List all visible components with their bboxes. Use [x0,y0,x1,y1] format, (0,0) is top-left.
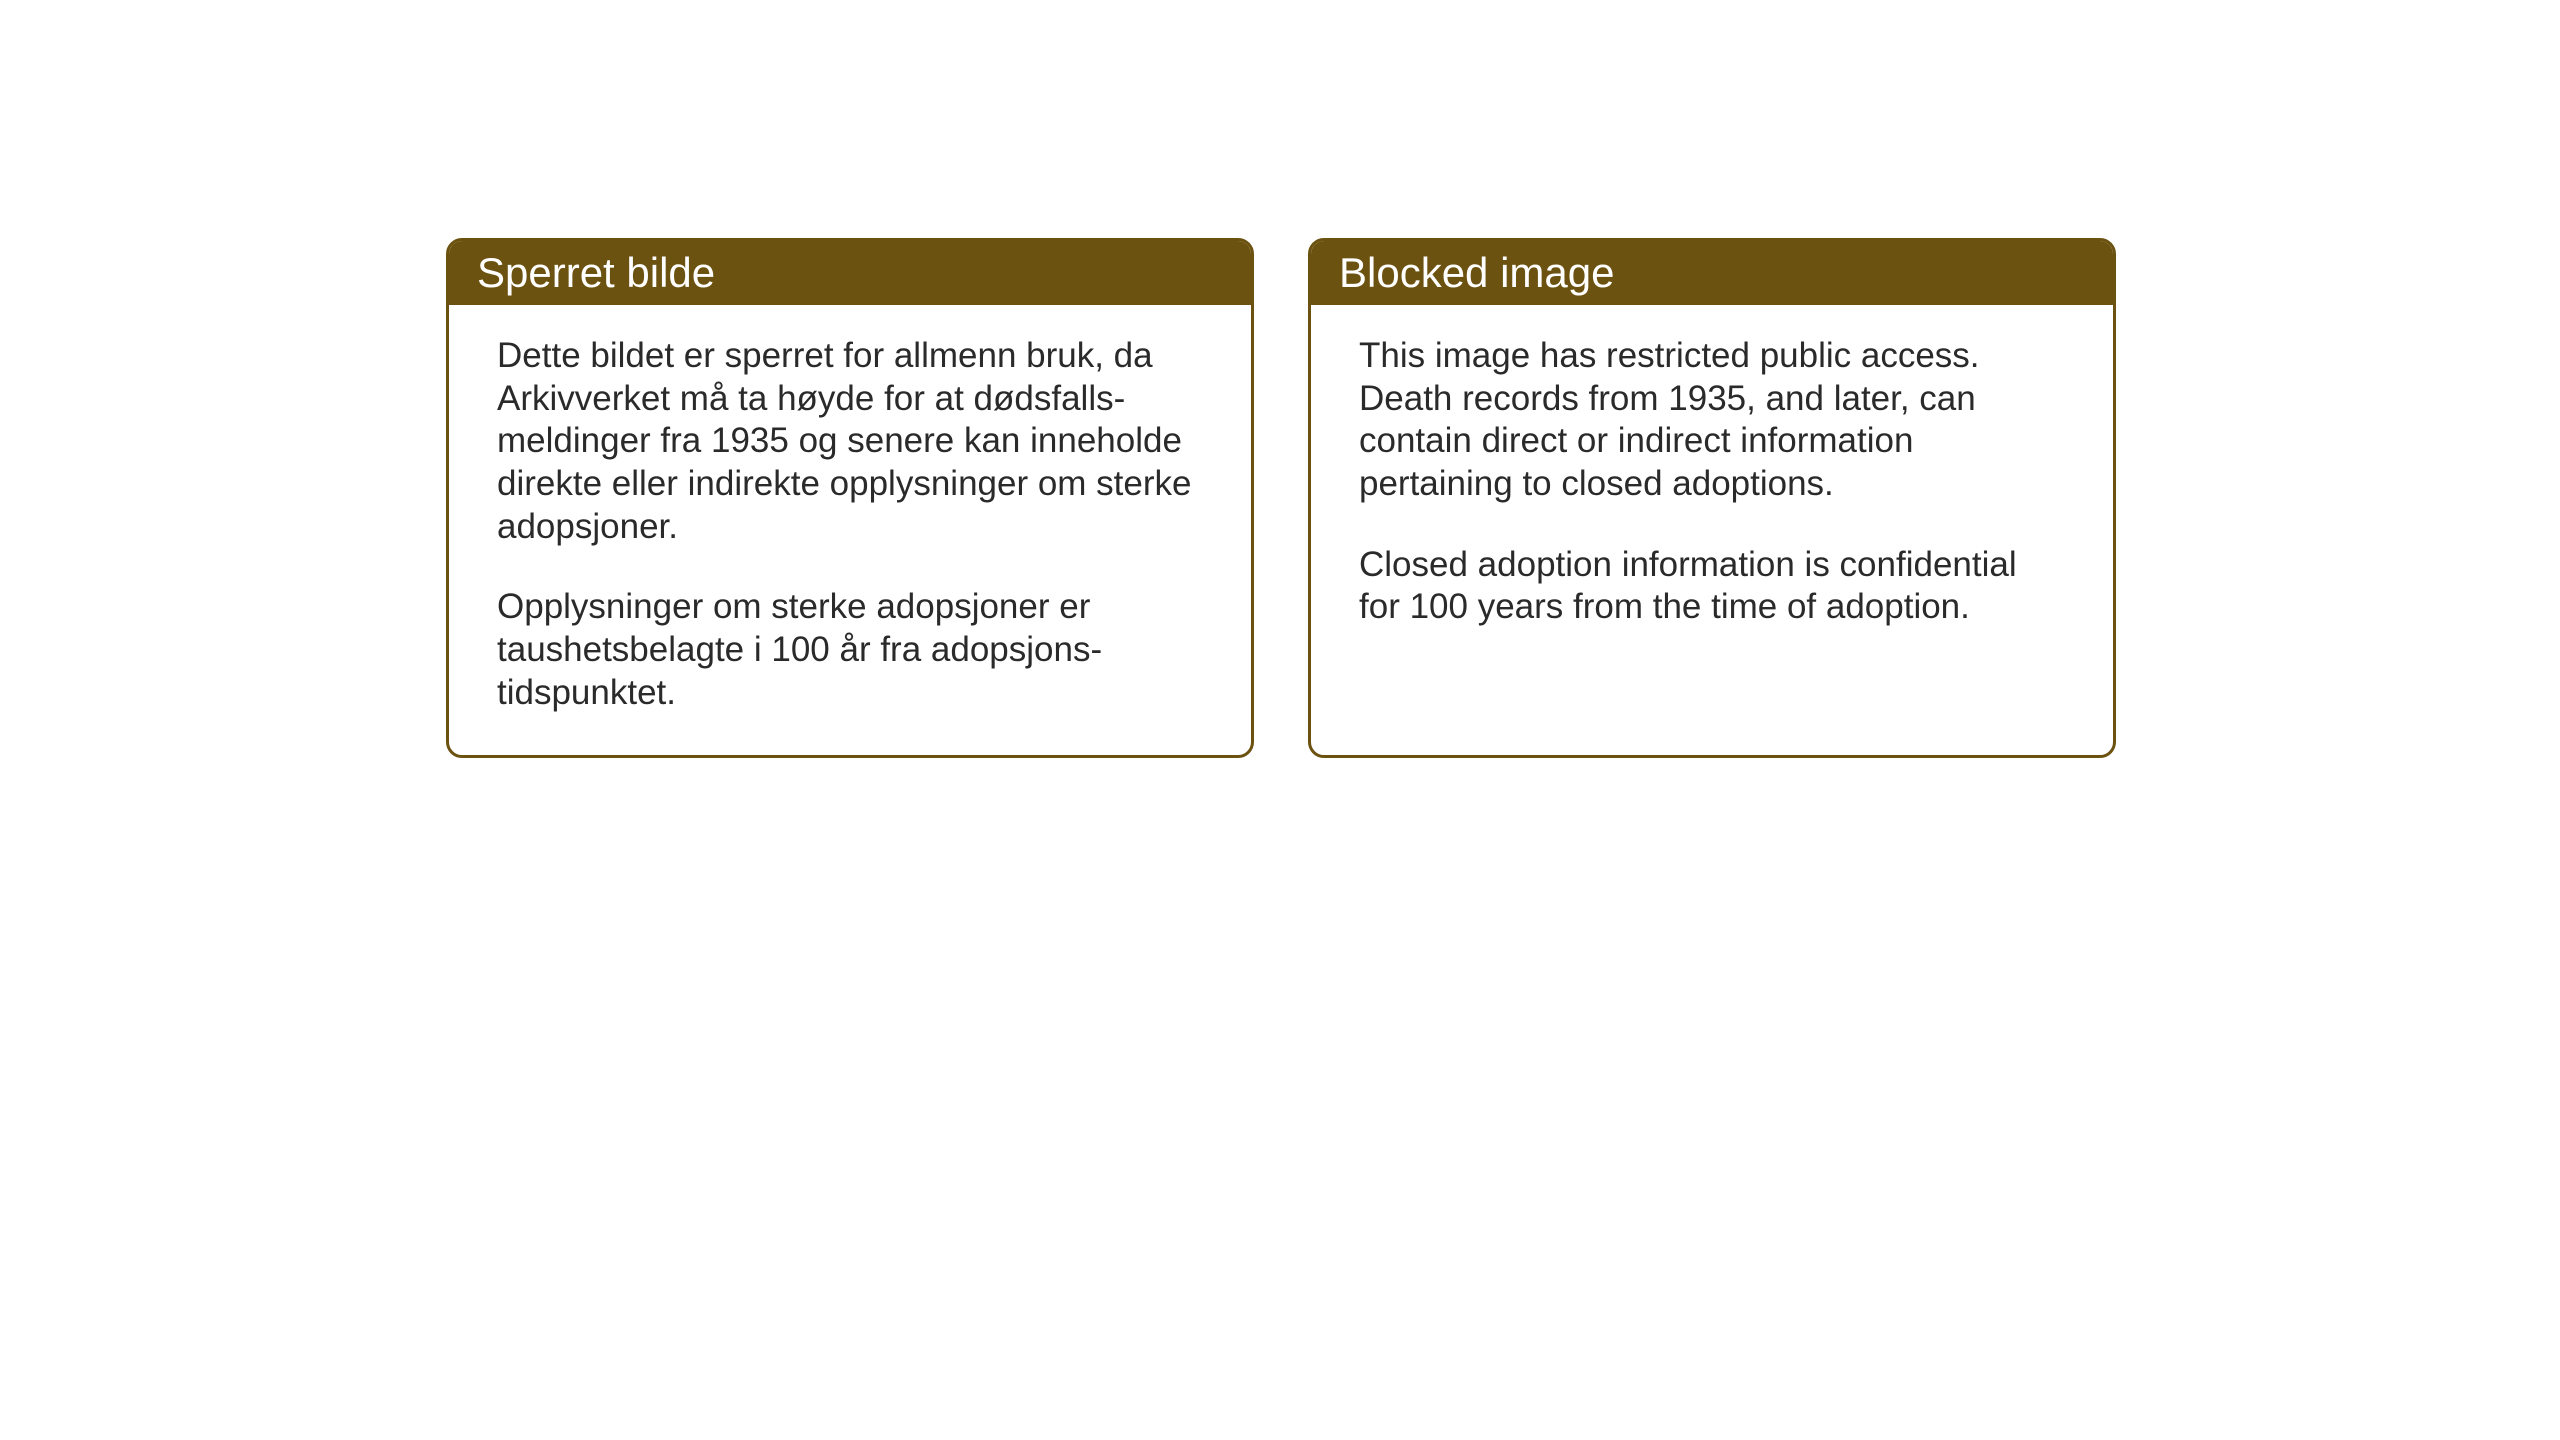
notice-container: Sperret bilde Dette bildet er sperret fo… [446,238,2116,758]
notice-paragraph-2-norwegian: Opplysninger om sterke adopsjoner er tau… [497,586,1203,714]
notice-title-norwegian: Sperret bilde [477,249,715,296]
notice-paragraph-1-english: This image has restricted public access.… [1359,335,2065,506]
notice-paragraph-2-english: Closed adoption information is confident… [1359,544,2065,629]
notice-paragraph-1-norwegian: Dette bildet er sperret for allmenn bruk… [497,335,1203,548]
notice-body-norwegian: Dette bildet er sperret for allmenn bruk… [449,305,1251,755]
notice-body-english: This image has restricted public access.… [1311,305,2113,669]
notice-header-english: Blocked image [1311,241,2113,305]
notice-header-norwegian: Sperret bilde [449,241,1251,305]
notice-title-english: Blocked image [1339,249,1614,296]
notice-box-norwegian: Sperret bilde Dette bildet er sperret fo… [446,238,1254,758]
notice-box-english: Blocked image This image has restricted … [1308,238,2116,758]
